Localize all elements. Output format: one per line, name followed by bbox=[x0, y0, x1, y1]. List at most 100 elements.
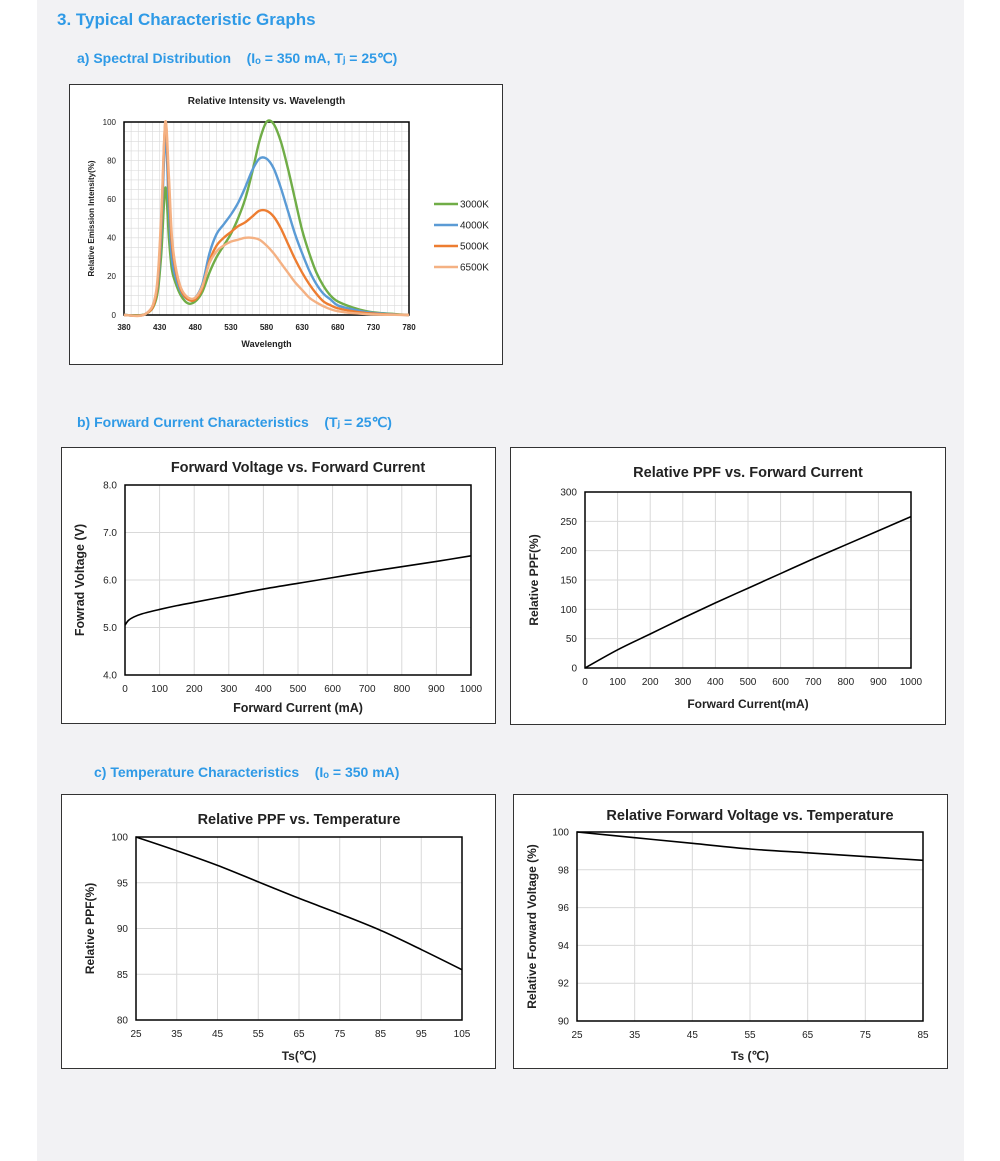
x-axis-label: Wavelength bbox=[241, 339, 291, 349]
y-axis-label: Relative PPF(%) bbox=[527, 534, 541, 625]
section-title: 3. Typical Characteristic Graphs bbox=[57, 10, 316, 29]
x-tick-label: 25 bbox=[130, 1029, 142, 1040]
y-tick-label: 0 bbox=[571, 664, 577, 675]
x-tick-label: 380 bbox=[117, 323, 131, 332]
x-tick-label: 730 bbox=[367, 323, 381, 332]
x-tick-label: 85 bbox=[375, 1029, 387, 1040]
x-tick-label: 300 bbox=[674, 677, 691, 688]
x-tick-label: 75 bbox=[860, 1030, 872, 1041]
y-tick-label: 96 bbox=[558, 903, 570, 914]
x-tick-label: 700 bbox=[805, 677, 822, 688]
x-tick-label: 300 bbox=[220, 684, 237, 695]
x-tick-label: 400 bbox=[707, 677, 724, 688]
y-tick-label: 300 bbox=[560, 488, 577, 499]
x-axis-label: Forward Current(mA) bbox=[687, 697, 808, 711]
x-tick-label: 1000 bbox=[460, 684, 483, 695]
legend-label-3000K: 3000K bbox=[460, 200, 489, 211]
y-tick-label: 80 bbox=[107, 156, 116, 165]
series-line-ppf_if bbox=[584, 515, 912, 669]
y-tick-label: 92 bbox=[558, 979, 570, 990]
chart-vf-t-box: 25 35 45 55 65 75 85 90 92 94 96 98 100 Relative Forw… bbox=[513, 794, 948, 1069]
chart-vf-if: 0 100 200 300 400 500 600 700 800 900 1000 4.0 5.0 6.… bbox=[73, 460, 483, 715]
y-tick-label: 7.0 bbox=[103, 528, 117, 539]
y-tick-label: 6.0 bbox=[103, 576, 117, 587]
chart-ppf-t: 25 35 45 55 65 75 85 95 105 80 85 90 95 100 Relative P… bbox=[83, 812, 471, 1063]
x-tick-label: 600 bbox=[324, 684, 341, 695]
y-tick-label: 150 bbox=[560, 576, 577, 587]
y-tick-label: 50 bbox=[566, 634, 578, 645]
y-tick-label: 100 bbox=[552, 828, 569, 839]
chart-title: Relative Forward Voltage vs. Temperature bbox=[606, 808, 893, 824]
chart-title: Forward Voltage vs. Forward Current bbox=[171, 460, 426, 476]
x-tick-label: 85 bbox=[917, 1030, 929, 1041]
y-tick-label: 0 bbox=[112, 311, 117, 320]
y-tick-label: 4.0 bbox=[103, 671, 117, 682]
x-tick-label: 0 bbox=[582, 677, 588, 688]
y-tick-label: 90 bbox=[558, 1017, 570, 1028]
x-tick-label: 35 bbox=[171, 1029, 183, 1040]
subsection-c-title: c) Temperature Characteristics (Iₒ = 350… bbox=[94, 764, 400, 780]
y-tick-label: 98 bbox=[558, 865, 570, 876]
x-tick-label: 35 bbox=[629, 1030, 641, 1041]
chart-vf-t: 25 35 45 55 65 75 85 90 92 94 96 98 100 Relative Forw… bbox=[525, 808, 929, 1063]
y-tick-label: 100 bbox=[103, 118, 117, 127]
x-tick-label: 900 bbox=[428, 684, 445, 695]
x-tick-label: 400 bbox=[255, 684, 272, 695]
x-tick-label: 45 bbox=[687, 1030, 699, 1041]
x-tick-label: 780 bbox=[402, 323, 416, 332]
x-tick-label: 105 bbox=[454, 1029, 471, 1040]
chart-title: Relative Intensity vs. Wavelength bbox=[188, 96, 345, 107]
subsection-b-title: b) Forward Current Characteristics (Tⱼ =… bbox=[77, 414, 392, 430]
x-tick-label: 580 bbox=[260, 323, 274, 332]
y-tick-label: 100 bbox=[111, 833, 128, 844]
chart-title: Relative PPF vs. Forward Current bbox=[633, 465, 863, 481]
x-tick-label: 500 bbox=[740, 677, 757, 688]
x-tick-label: 100 bbox=[609, 677, 626, 688]
y-tick-label: 90 bbox=[117, 924, 129, 935]
subsection-a-title: a) Spectral Distribution (Iₒ = 350 mA, T… bbox=[77, 50, 398, 66]
chart-ppf-t-box: 25 35 45 55 65 75 85 95 105 80 85 90 95 100 Relative P… bbox=[61, 794, 496, 1069]
y-tick-label: 5.0 bbox=[103, 623, 117, 634]
x-tick-label: 55 bbox=[253, 1029, 265, 1040]
x-tick-label: 25 bbox=[571, 1030, 583, 1041]
x-axis-label: Forward Current (mA) bbox=[233, 701, 363, 715]
y-tick-label: 80 bbox=[117, 1016, 129, 1027]
x-tick-label: 75 bbox=[334, 1029, 346, 1040]
x-tick-label: 430 bbox=[153, 323, 167, 332]
y-tick-label: 94 bbox=[558, 941, 570, 952]
y-tick-label: 100 bbox=[560, 605, 577, 616]
x-tick-label: 200 bbox=[186, 684, 203, 695]
x-tick-label: 45 bbox=[212, 1029, 224, 1040]
x-tick-label: 500 bbox=[290, 684, 307, 695]
x-tick-label: 680 bbox=[331, 323, 345, 332]
y-axis-label: Relative Emission Intensity(%) bbox=[87, 160, 96, 276]
x-tick-label: 1000 bbox=[900, 677, 923, 688]
legend-label-6500K: 6500K bbox=[460, 263, 489, 274]
x-tick-label: 530 bbox=[224, 323, 238, 332]
series-line-vf_t bbox=[576, 831, 924, 862]
y-axis-label: Relative PPF(%) bbox=[83, 883, 97, 974]
x-axis-label: Ts(℃) bbox=[282, 1049, 317, 1063]
x-tick-label: 100 bbox=[151, 684, 168, 695]
y-tick-label: 40 bbox=[107, 234, 116, 243]
chart-ppf-if: 0 100 200 300 400 500 600 700 800 900 1000 0 50 100 15… bbox=[527, 465, 923, 711]
x-tick-label: 800 bbox=[837, 677, 854, 688]
x-tick-label: 95 bbox=[416, 1029, 428, 1040]
x-tick-label: 65 bbox=[293, 1029, 305, 1040]
x-tick-label: 700 bbox=[359, 684, 376, 695]
plot-area-border bbox=[135, 836, 463, 1021]
plot-area-border bbox=[124, 484, 472, 676]
y-tick-label: 8.0 bbox=[103, 481, 117, 492]
x-tick-label: 0 bbox=[122, 684, 128, 695]
y-axis-label: Relative Forward Voltage (%) bbox=[525, 844, 539, 1008]
x-tick-label: 600 bbox=[772, 677, 789, 688]
x-axis-label: Ts (℃) bbox=[731, 1049, 769, 1063]
y-tick-label: 20 bbox=[107, 272, 116, 281]
y-tick-label: 250 bbox=[560, 517, 577, 528]
chart-spectrum-box: 380 430 480 530 580 630 680 730 780 0 20 40 60 80 100 R… bbox=[69, 84, 503, 365]
series-line-3000K bbox=[123, 119, 410, 317]
x-tick-label: 800 bbox=[393, 684, 410, 695]
chart-spectrum: 380 430 480 530 580 630 680 730 780 0 20 40 60 80 100 R… bbox=[87, 96, 489, 349]
legend-label-4000K: 4000K bbox=[460, 221, 489, 232]
y-tick-label: 95 bbox=[117, 878, 129, 889]
